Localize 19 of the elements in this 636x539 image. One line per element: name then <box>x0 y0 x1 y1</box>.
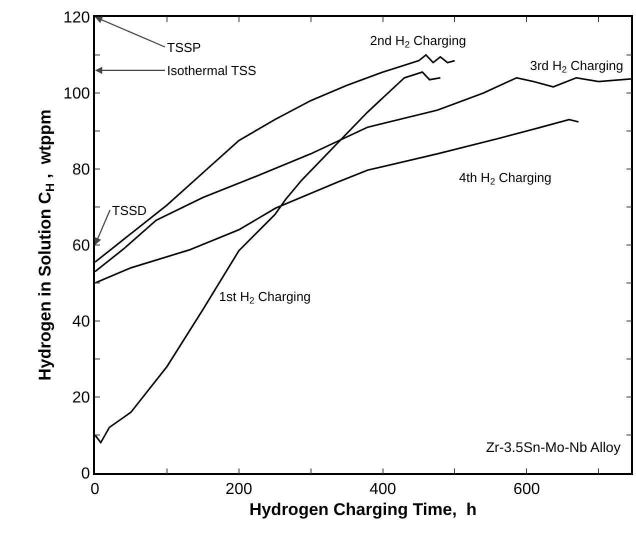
series-label: 4th H$_{2}$ Charging <box>459 170 552 187</box>
y-tick-label: 100 <box>63 86 90 103</box>
y-tick-label: 80 <box>72 162 90 179</box>
y-tick-label: 40 <box>72 314 90 331</box>
annotation: Isothermal TSS <box>167 63 257 78</box>
annotation: TSSP <box>167 40 201 55</box>
x-axis-title: Hydrogen Charging Time, h <box>249 500 477 519</box>
x-tick-label: 600 <box>513 480 540 498</box>
x-tick-label: 200 <box>226 480 252 498</box>
annotation: Zr-3.5Sn-Mo-Nb Alloy <box>486 439 621 455</box>
y-tick-label: 120 <box>63 10 90 27</box>
series-label: 1st H$_{2}$ Charging <box>219 289 311 306</box>
series-label: 3rd H$_{2}$ Charging <box>530 58 624 75</box>
y-tick-label: 60 <box>72 238 90 255</box>
annotation: TSSD <box>112 203 147 218</box>
y-tick-label: 0 <box>81 466 90 483</box>
y-tick-label: 20 <box>72 390 90 407</box>
x-tick-label: 400 <box>369 480 396 498</box>
series-label: 2nd H$_{2}$ Charging <box>370 33 466 50</box>
